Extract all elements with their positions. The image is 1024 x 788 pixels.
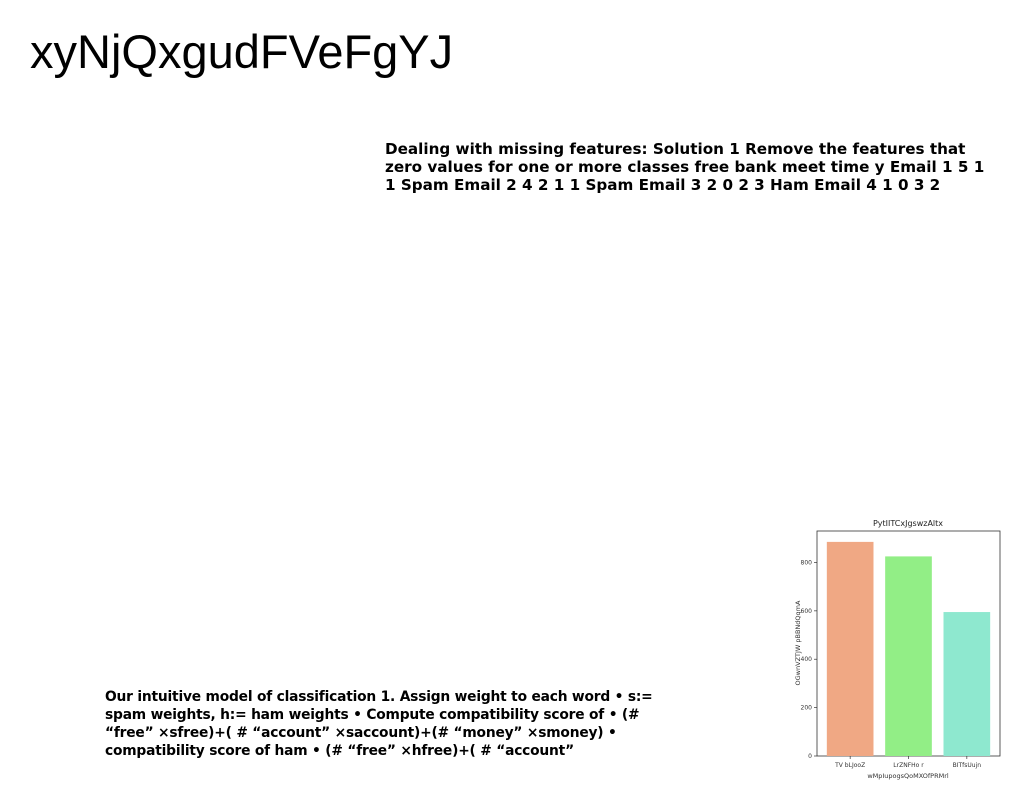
bar	[885, 556, 932, 756]
x-tick-label: TV bLJooZ	[834, 762, 865, 769]
y-tick-label: 200	[801, 705, 813, 712]
page-title: xyNjQxgudFVeFgYJ	[30, 25, 454, 78]
y-tick-label: 800	[801, 559, 813, 566]
bar-chart-svg: PytIITCxJgswzAltx 0 200 400 600 800 TV bLJoo…	[794, 519, 1001, 780]
y-axis: 0 200 400 600 800	[801, 559, 817, 760]
x-axis-label: wMpIupogsQoMXOfPRMrl	[867, 772, 949, 780]
bar-chart: PytIITCxJgswzAltx 0 200 400 600 800 TV bLJoo…	[780, 512, 1010, 782]
y-axis-label: OGwnVZTJW pBBNdQqmA	[794, 600, 802, 685]
y-tick-label: 400	[801, 656, 813, 663]
x-tick-label: LrZNFHo r	[893, 762, 924, 769]
y-tick-label: 0	[808, 753, 812, 760]
chart-title: PytIITCxJgswzAltx	[873, 519, 943, 528]
x-tick-label: BITfsUujn	[953, 762, 982, 769]
bars	[826, 541, 991, 756]
intuitive-model-text: Our intuitive model of classification 1.…	[105, 689, 653, 759]
bar	[943, 612, 991, 756]
x-axis: TV bLJooZ LrZNFHo r BITfsUujn	[834, 756, 981, 769]
y-tick-label: 600	[801, 608, 813, 615]
bar	[826, 541, 874, 756]
missing-features-text: Dealing with missing features: Solution …	[385, 140, 985, 194]
